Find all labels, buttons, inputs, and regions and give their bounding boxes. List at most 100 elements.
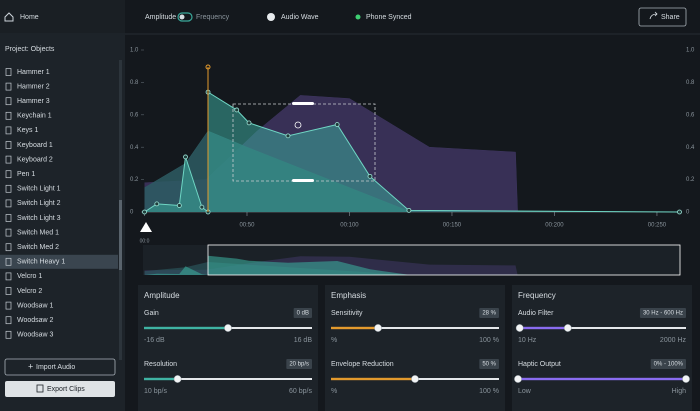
slider-track[interactable] [331,327,499,329]
slider-knob[interactable] [224,324,232,332]
file-icon [5,243,12,252]
slider-knob[interactable] [514,375,522,383]
item-label[interactable]: Woodsaw 3 [17,332,54,339]
import-label[interactable]: Import Audio [36,364,75,371]
item-label[interactable]: Keyboard 2 [17,156,53,163]
file-icon [5,141,12,149]
x-tick-label: 00:150 [443,223,462,229]
slider-track[interactable] [518,327,686,329]
slider-knob[interactable] [563,324,572,332]
file-icon [5,330,12,339]
home-icon [4,12,14,22]
slider-fill [519,326,568,330]
selection-handle[interactable] [292,102,314,105]
point[interactable] [285,133,291,139]
slider-knob[interactable] [515,324,524,332]
slider-min: 10 bp/s [144,388,167,395]
slider-fill [144,326,228,330]
point[interactable] [154,201,160,207]
slider-max: 100 % [479,337,499,344]
move-cursor [294,121,302,129]
scrollbar-thumb[interactable] [119,200,122,270]
slider-max: High [672,388,687,395]
audio-wave-icon[interactable] [267,13,275,21]
scrubber-handle[interactable] [140,222,152,232]
point[interactable] [406,207,412,213]
point[interactable] [334,122,340,127]
item-label[interactable]: Switch Light 3 [17,215,61,222]
item-label[interactable]: Switch Med 2 [17,244,59,251]
slider-fill [331,377,415,381]
value-badge [286,359,312,369]
playhead-knob[interactable] [205,64,211,70]
panels: Amplitude Gain 0 dB -16 dB 16 dB Resolution 20… [138,285,692,411]
file-icon [5,199,12,208]
slider-track[interactable] [144,378,312,380]
toggle[interactable] [177,12,193,22]
item-label[interactable]: Velcro 1 [17,273,42,280]
point[interactable] [677,209,682,215]
file-icon [5,316,12,325]
export-label[interactable]: Export Clips [47,386,85,393]
audio-wave-label[interactable]: Audio Wave [281,14,319,21]
status-label: Phone Synced [366,14,412,21]
y-tick-label: 0.8 [130,80,139,86]
item-label[interactable]: Hammer 1 [17,69,50,76]
y-tick-label-right: 1.0 [686,48,695,54]
file-icon [5,272,12,281]
item-label[interactable]: Hammer 2 [17,83,50,90]
slider-value: 0% - 100% [654,362,684,368]
slider-label: Audio Filter [518,310,554,317]
item-label[interactable]: Velcro 2 [17,288,42,295]
item-label[interactable]: Switch Light 1 [17,186,61,193]
y-tick-label: 0.6 [130,112,139,118]
toggle-right[interactable]: Frequency [196,14,230,21]
slider-min: % [331,337,337,344]
point[interactable] [176,203,182,208]
slider-label: Gain [144,310,159,317]
import-button[interactable] [4,358,116,376]
toggle-left[interactable]: Amplitude [145,14,176,21]
item-label[interactable]: Woodsaw 2 [17,317,54,324]
file-icon [5,287,12,295]
slider-knob[interactable] [374,324,382,332]
item-label[interactable]: Keys 1 [17,127,39,134]
file-icon [5,257,12,266]
share-icon [649,11,658,20]
item-label[interactable]: Keyboard 1 [17,142,53,149]
share-button[interactable] [638,7,687,27]
item-label[interactable]: Keychain 1 [17,113,52,120]
series-line [144,91,680,214]
panel-title: Amplitude [144,291,180,300]
slider-value: 20 bp/s [289,362,309,368]
item-label[interactable]: Woodsaw 1 [17,302,54,309]
point[interactable] [246,120,252,126]
overview-window[interactable] [207,244,681,276]
point[interactable] [199,204,205,210]
point[interactable] [183,154,188,160]
share-label[interactable]: Share [661,14,680,21]
point[interactable] [234,107,240,113]
home-bar[interactable] [0,0,125,33]
item-label[interactable]: Pen 1 [17,171,35,178]
chart: 0 0 0.2 0.2 0.4 0.4 0.6 0.6 0.8 0.8 1.0 1.0 00:0 00:5… [130,48,695,245]
slider-value: 28 % [482,311,496,317]
slider-knob[interactable] [411,375,419,383]
point[interactable] [142,209,147,215]
slider-knob[interactable] [173,375,182,383]
panel [512,285,692,411]
item-label[interactable]: Hammer 3 [17,98,50,105]
item-label[interactable]: Switch Med 1 [17,229,59,236]
point[interactable] [367,173,373,179]
slider-knob[interactable] [682,375,690,383]
item-label[interactable]: Switch Light 2 [17,200,61,207]
home-label[interactable]: Home [20,14,39,21]
item-label[interactable]: Switch Heavy 1 [17,259,65,266]
slider-min: Low [518,388,532,395]
export-button[interactable] [5,381,115,397]
value-badge [479,308,499,318]
panel [325,285,505,411]
item-list: Hammer 1 Hammer 2 Hammer 3 Keychain 1 Keys 1… [0,68,118,339]
selection-handle[interactable] [292,179,314,182]
